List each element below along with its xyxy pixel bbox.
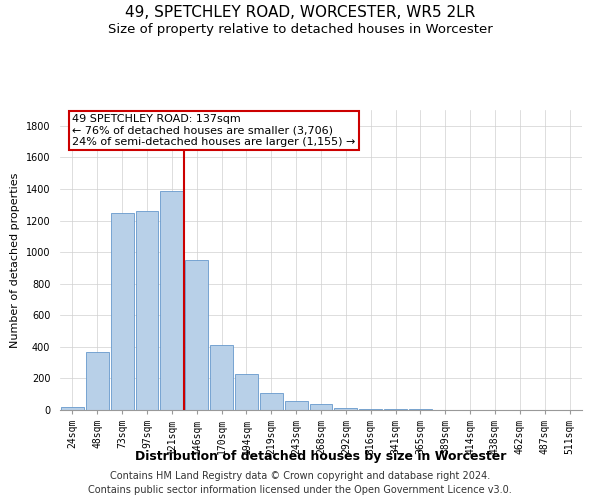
Bar (359, 408, 382, 410)
Text: Contains HM Land Registry data © Crown copyright and database right 2024.
Contai: Contains HM Land Registry data © Crown c… (88, 471, 512, 495)
Text: 49 SPETCHLEY ROAD: 137sqm
← 76% of detached houses are smaller (3,706)
24% of se: 49 SPETCHLEY ROAD: 137sqm ← 76% of detac… (73, 114, 356, 147)
Bar (285, 400, 308, 410)
Bar (334, 408, 357, 410)
Bar (384, 409, 407, 410)
Text: 49, SPETCHLEY ROAD, WORCESTER, WR5 2LR: 49, SPETCHLEY ROAD, WORCESTER, WR5 2LR (125, 5, 475, 20)
Bar (111, 212, 134, 410)
Text: Distribution of detached houses by size in Worcester: Distribution of detached houses by size … (136, 450, 506, 463)
Bar (210, 346, 233, 410)
Y-axis label: Number of detached properties: Number of detached properties (10, 172, 20, 348)
Bar (86, 352, 109, 410)
Bar (185, 260, 208, 410)
Bar (160, 190, 183, 410)
Bar (310, 404, 332, 410)
Bar (235, 374, 258, 410)
Bar (260, 392, 283, 410)
Text: Size of property relative to detached houses in Worcester: Size of property relative to detached ho… (107, 22, 493, 36)
Bar (136, 211, 158, 410)
Bar (61, 407, 84, 410)
